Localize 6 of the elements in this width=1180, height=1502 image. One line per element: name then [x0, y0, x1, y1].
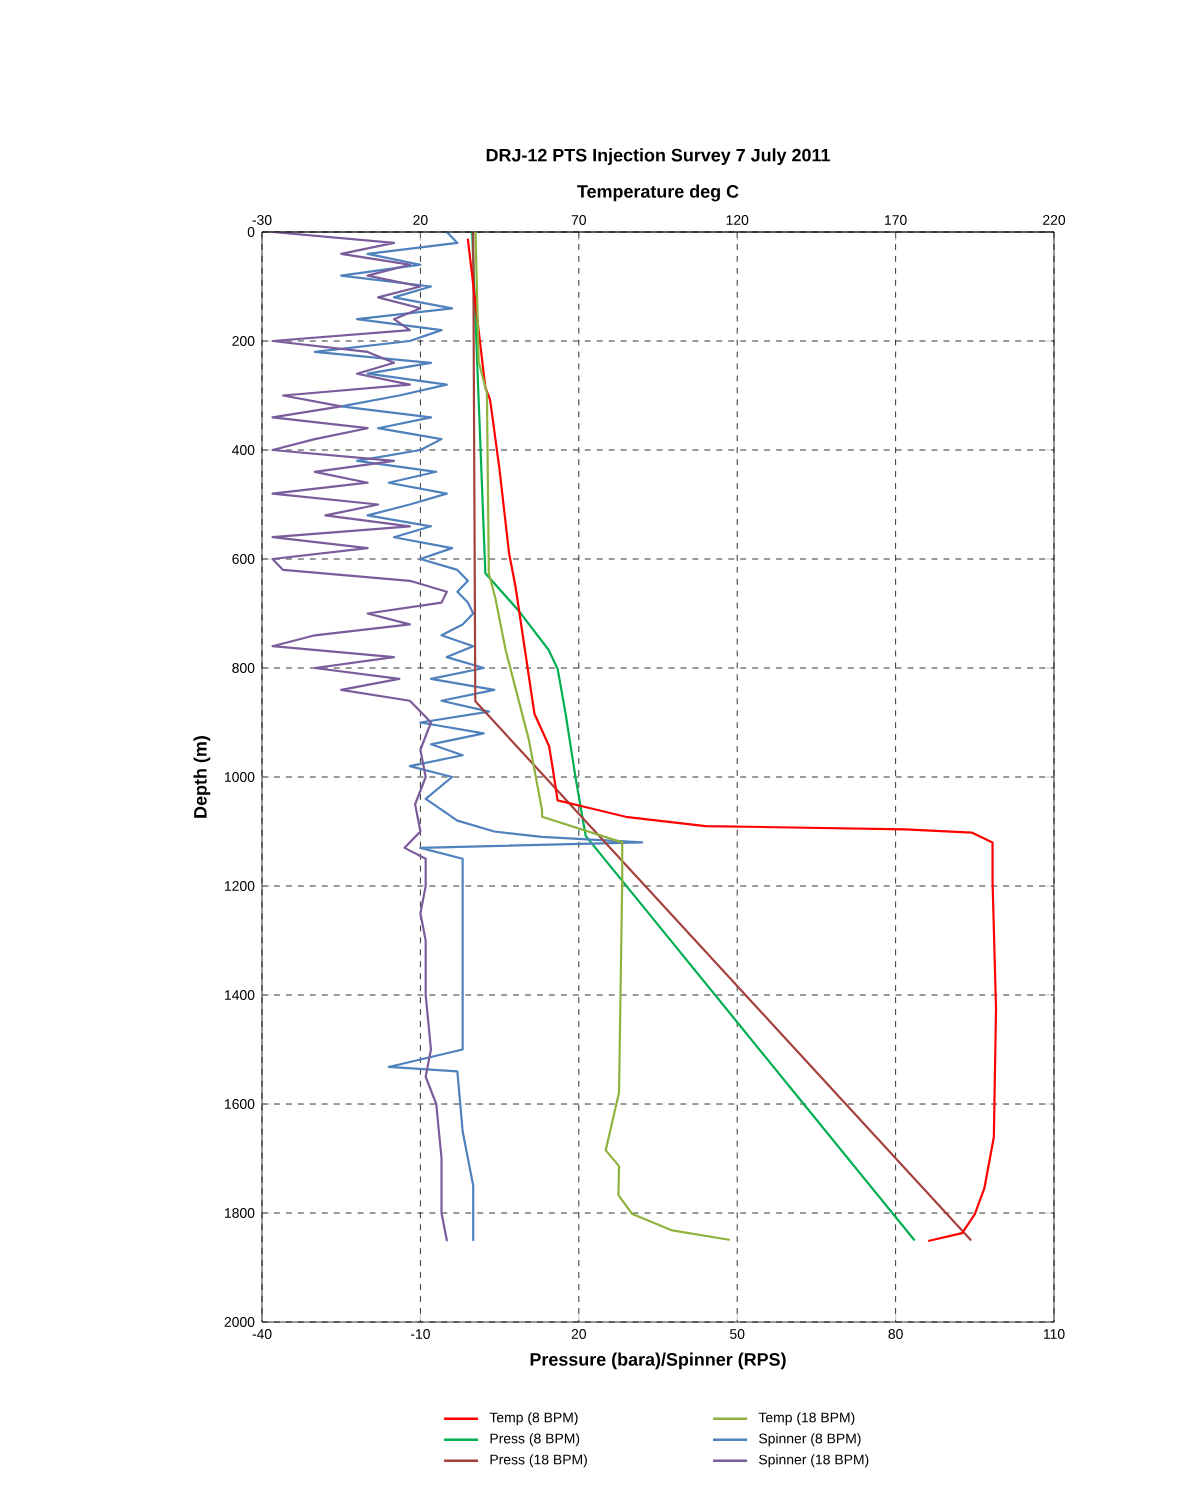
line-series: [313, 232, 644, 1242]
x-axis-title: Pressure (bara)/Spinner (RPS): [530, 1352, 786, 1370]
x2-axis-title: Temperature deg C: [577, 184, 739, 202]
chart-title: DRJ-12 PTS Injection Survey 7 July 2011: [486, 148, 830, 165]
line-series: [271, 232, 448, 1242]
y-axis-title: Depth (m): [193, 736, 211, 818]
